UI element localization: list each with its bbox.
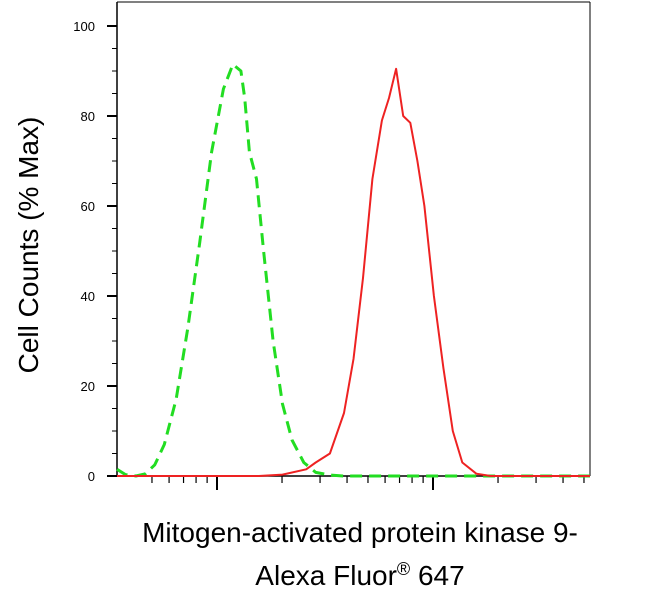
series-layer xyxy=(116,62,590,478)
series-line-dashed xyxy=(116,62,590,478)
x-axis-title-end: 647 xyxy=(410,560,465,591)
x-axis-title-main: Alexa Fluor xyxy=(255,560,397,591)
y-tick-label: 40 xyxy=(81,289,95,304)
x-axis-title-line2: Alexa Fluor® 647 xyxy=(255,559,464,591)
y-tick-label: 80 xyxy=(81,109,95,124)
series-line-solid xyxy=(117,67,590,477)
y-tick-label: 100 xyxy=(73,19,95,34)
y-tick-labels: 0 20 40 60 80 100 xyxy=(73,19,95,484)
x-axis-title-line1: Mitogen-activated protein kinase 9- xyxy=(142,517,578,548)
x-axis-title-registered-mark: ® xyxy=(397,559,410,579)
y-tick-label: 60 xyxy=(81,199,95,214)
y-tick-label: 20 xyxy=(81,379,95,394)
y-tick-label: 0 xyxy=(88,469,95,484)
axes xyxy=(107,1,591,490)
y-axis-title: Cell Counts (% Max) xyxy=(13,117,44,374)
